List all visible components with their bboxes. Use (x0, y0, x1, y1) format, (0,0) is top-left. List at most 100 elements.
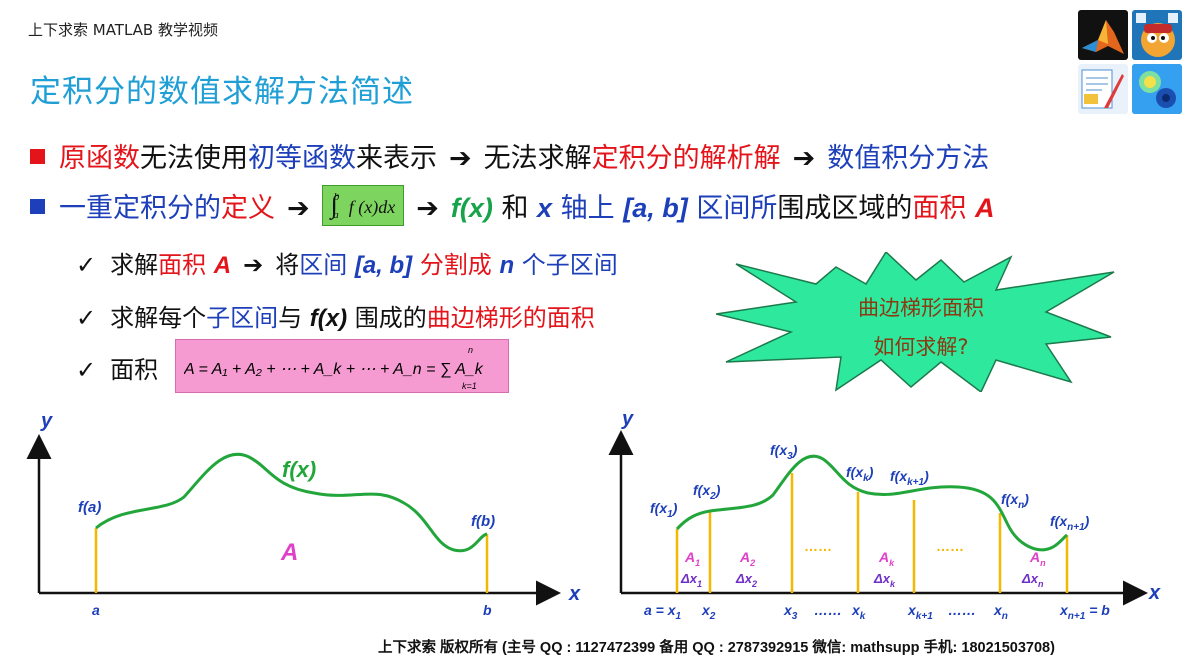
sub-bullet-3: ✓ 面积 (76, 350, 158, 385)
tick-xn1-b: xn+1 = b (1059, 602, 1110, 622)
x-axis-label-right: x (1148, 582, 1161, 604)
text-will: 将 (275, 251, 300, 279)
area-labels: A1 A2 Ak An (684, 549, 1046, 568)
delta-x-labels: Δx1 Δx2 Δxk Δxn (680, 571, 1044, 589)
y-axis-label: y (40, 410, 53, 432)
text-numerical-method: 数值积分方法 (827, 143, 990, 174)
arrow-right-icon: ➔ (792, 143, 816, 174)
curve-label: f(x) (282, 457, 316, 482)
red-square-bullet-icon (30, 149, 45, 164)
f-xn1-label: f(xn+1) (1050, 513, 1090, 533)
footer-copyright: 上下求索 版权所有 (主号 QQ : 1127472399 备用 QQ : 27… (378, 640, 1055, 656)
text-primitive-function: 原函数 (59, 143, 140, 174)
check-icon: ✓ (76, 356, 97, 384)
text-single-integral: 一重定积分的 (59, 193, 221, 224)
area-a2: A2 (739, 549, 755, 568)
y-axis-label-right: y (621, 408, 634, 430)
text-enclosed-by: 围成的 (354, 304, 427, 332)
area-label: A (280, 539, 298, 566)
arrow-right-icon: ➔ (449, 143, 472, 174)
f-x1-label: f(x1) (650, 500, 678, 520)
b-tick-label: b (483, 602, 492, 618)
x-tick-labels: a = x1 x2 x3 …… xk xk+1 …… xn xn+1 = b (644, 602, 1110, 622)
text-interval-enclosed: 区间所 (696, 193, 778, 224)
arrow-right-icon: ➔ (243, 251, 264, 279)
area-a1: A1 (684, 549, 700, 568)
text-axis-on: 轴上 (560, 193, 615, 224)
text-elementary-function: 初等函数 (248, 143, 356, 174)
dx2: Δx2 (735, 571, 757, 589)
sum-upper: n (468, 345, 473, 355)
text-area: 面积 (158, 251, 207, 279)
arrow-right-icon: ➔ (287, 193, 310, 224)
sub-bullet-1: ✓ 求解面积 A ➔ 将区间 [a, b] 分割成 n 个子区间 (76, 245, 618, 280)
left-graph: y x f(x) f(a) f(b) A a b (26, 410, 581, 618)
sum-formula-text: A = A₁ + A₂ + ⋯ + A_k + ⋯ + A_n = ∑ A_k (184, 361, 484, 378)
text-subinterval: 子区间 (206, 304, 279, 332)
f-xn-label: f(xn) (1001, 491, 1029, 511)
f-xk-label: f(xk) (846, 464, 874, 484)
f-xk1-label: f(xk+1) (890, 468, 929, 488)
tick-xk: xk (851, 602, 866, 622)
fa-label: f(a) (78, 499, 101, 516)
cartoon-mascot-icon (1132, 10, 1182, 60)
icon-grid (1078, 10, 1184, 114)
text-cannot-use: 无法使用 (140, 143, 248, 174)
text-interval: 区间 (299, 251, 348, 279)
text-area: 面积 (912, 193, 967, 224)
tick-dots-1: …… (814, 602, 842, 618)
blueprint-icon (1078, 64, 1128, 114)
slide-title: 定积分的数值求解方法简述 (30, 74, 414, 110)
tick-dots-2: …… (948, 602, 976, 618)
x-axis-label: x (568, 583, 581, 605)
fb-label: f(b) (471, 513, 495, 530)
bullet-line-1: 原函数无法使用初等函数来表示 ➔ 无法求解定积分的解析解 ➔ 数值积分方法 (30, 136, 989, 175)
tick-x3: x3 (783, 602, 798, 622)
curve-fx (95, 452, 488, 553)
text-curved-trapezoid-area: 曲边梯形的面积 (426, 304, 595, 332)
tick-xn: xn (993, 602, 1008, 622)
text-with: 与 (278, 304, 303, 332)
text-x: x (537, 193, 553, 223)
text-analytic-solution: 定积分的解析解 (591, 143, 781, 174)
text-to-represent: 来表示 (356, 143, 437, 174)
dots-left: …… (804, 538, 832, 554)
f-x3-label: f(x3) (770, 442, 798, 462)
right-graph: y x f(x1) f(x2) f(x3) f(xk) f(xk+1) f(xn… (608, 408, 1161, 622)
sub-bullet-2: ✓ 求解每个子区间与 f(x) 围成的曲边梯形的面积 (76, 298, 595, 333)
tick-xk1: xk+1 (907, 602, 933, 622)
area-ak: Ak (878, 549, 895, 568)
tick-x2: x2 (701, 602, 716, 622)
matlab-logo-icon (1078, 10, 1128, 60)
arrow-right-icon: ➔ (416, 193, 439, 224)
check-icon: ✓ (76, 304, 97, 332)
blue-square-bullet-icon (30, 199, 45, 214)
text-A: A (974, 193, 995, 223)
tick-a-x1: a = x1 (644, 602, 682, 622)
text-fx: f(x) (309, 305, 348, 332)
starburst-line-1: 曲边梯形面积 (858, 296, 984, 320)
starburst-line-2: 如何求解? (873, 335, 968, 359)
strip-boundaries (675, 473, 1069, 593)
area-an: An (1029, 549, 1046, 568)
text-enclosed-region: 围成区域的 (777, 193, 913, 224)
text-area: 面积 (110, 356, 159, 384)
starburst-callout: 曲边梯形面积 如何求解? (716, 252, 1115, 392)
dxn: Δxn (1021, 571, 1044, 589)
integral-formula: ∫ba f (x)dx (321, 185, 405, 226)
text-and: 和 (501, 193, 529, 224)
a-tick-label: a (92, 602, 100, 618)
heatmap-icon (1132, 64, 1182, 114)
text-split-into: 分割成 (419, 251, 492, 279)
text-subintervals: 个子区间 (521, 251, 618, 279)
text-interval-ab: [a, b] (623, 193, 688, 223)
bullet-line-2: 一重定积分的定义 ➔ ∫ba f (x)dx ➔ f(x) 和 x 轴上 [a, b]… (30, 185, 995, 230)
starburst-shape (716, 252, 1115, 392)
text-fx: f(x) (450, 193, 493, 223)
sum-formula-graphic: A = A₁ + A₂ + ⋯ + A_k + ⋯ + A_n = ∑ A_k … (183, 345, 484, 391)
text-solve-each: 求解每个 (110, 304, 207, 332)
text-cannot-solve: 无法求解 (483, 143, 592, 174)
f-value-labels: f(x1) f(x2) f(x3) f(xk) f(xk+1) f(xn) f(… (650, 442, 1090, 533)
check-icon: ✓ (76, 251, 97, 279)
text-A: A (213, 252, 232, 279)
